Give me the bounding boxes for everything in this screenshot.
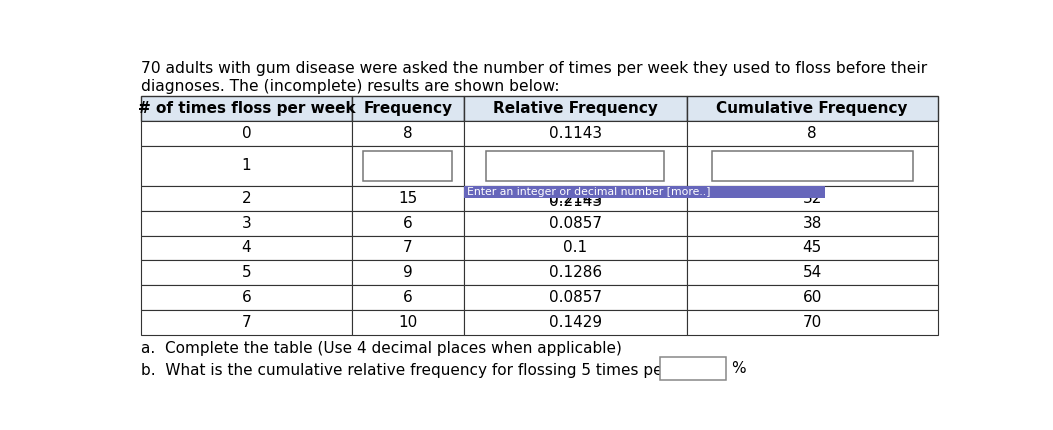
- Bar: [352, 211, 463, 236]
- Bar: [712, 151, 913, 181]
- Bar: [463, 310, 687, 335]
- Text: 0.1429: 0.1429: [549, 315, 601, 330]
- Bar: [463, 186, 687, 211]
- Bar: [463, 236, 687, 261]
- Bar: [687, 186, 937, 211]
- Bar: [352, 186, 463, 211]
- Text: 7: 7: [242, 315, 252, 330]
- Text: Relative Frequency: Relative Frequency: [493, 101, 657, 116]
- Text: 8: 8: [403, 126, 413, 141]
- Bar: [463, 261, 687, 285]
- Text: 3: 3: [241, 215, 252, 230]
- Text: 2: 2: [242, 190, 252, 206]
- Text: 32: 32: [802, 190, 821, 206]
- Text: 7: 7: [403, 240, 413, 255]
- Text: 5: 5: [242, 265, 252, 280]
- Text: 70 adults with gum disease were asked the number of times per week they used to : 70 adults with gum disease were asked th…: [141, 61, 927, 76]
- Bar: [141, 236, 352, 261]
- Bar: [352, 121, 463, 146]
- Text: 45: 45: [802, 240, 821, 255]
- Bar: [352, 285, 463, 310]
- Text: 0: 0: [242, 126, 252, 141]
- Bar: [352, 96, 463, 121]
- Text: %: %: [731, 361, 746, 375]
- Bar: [687, 96, 937, 121]
- Text: 0.1286: 0.1286: [549, 265, 601, 280]
- Text: Cumulative Frequency: Cumulative Frequency: [716, 101, 908, 116]
- Text: 0.0857: 0.0857: [549, 290, 601, 305]
- Text: 70: 70: [802, 315, 821, 330]
- Text: 9: 9: [403, 265, 413, 280]
- Bar: [687, 261, 937, 285]
- Text: 0.2143: 0.2143: [549, 190, 601, 206]
- Bar: [463, 121, 687, 146]
- Text: 10: 10: [398, 315, 417, 330]
- Bar: [363, 151, 453, 181]
- Bar: [352, 236, 463, 261]
- Text: 1: 1: [242, 158, 252, 173]
- Text: Frequency: Frequency: [363, 101, 453, 116]
- Text: 6: 6: [241, 290, 252, 305]
- Text: 0.1143: 0.1143: [549, 126, 601, 141]
- Bar: [141, 186, 352, 211]
- Bar: [463, 96, 687, 121]
- Text: 4: 4: [242, 240, 252, 255]
- Bar: [463, 285, 687, 310]
- Text: 60: 60: [802, 290, 821, 305]
- Bar: [141, 285, 352, 310]
- Text: diagnoses. The (incomplete) results are shown below:: diagnoses. The (incomplete) results are …: [141, 79, 559, 94]
- Bar: [687, 146, 937, 186]
- Bar: [660, 356, 727, 380]
- Bar: [352, 261, 463, 285]
- Bar: [463, 211, 687, 236]
- Bar: [141, 121, 352, 146]
- Text: 38: 38: [802, 215, 821, 230]
- Bar: [687, 236, 937, 261]
- Text: 0.1: 0.1: [563, 240, 588, 255]
- Bar: [352, 146, 463, 186]
- Text: 54: 54: [802, 265, 821, 280]
- Text: a.  Complete the table (Use 4 decimal places when applicable): a. Complete the table (Use 4 decimal pla…: [141, 341, 622, 356]
- Bar: [141, 211, 352, 236]
- Bar: [687, 310, 937, 335]
- Text: 0.0857: 0.0857: [549, 215, 601, 230]
- Text: 6: 6: [403, 290, 413, 305]
- Bar: [687, 285, 937, 310]
- Bar: [687, 211, 937, 236]
- Text: 0.2143: 0.2143: [549, 194, 601, 209]
- Text: 6: 6: [403, 215, 413, 230]
- Text: # of times floss per week: # of times floss per week: [138, 101, 355, 116]
- Bar: [141, 310, 352, 335]
- Bar: [687, 121, 937, 146]
- Bar: [352, 310, 463, 335]
- Bar: [141, 146, 352, 186]
- Text: 8: 8: [808, 126, 817, 141]
- Text: 15: 15: [398, 190, 417, 206]
- Bar: [463, 146, 687, 186]
- Bar: [463, 186, 824, 198]
- Bar: [141, 96, 352, 121]
- Text: Enter an integer or decimal number [more..]: Enter an integer or decimal number [more…: [468, 187, 711, 197]
- Bar: [485, 151, 664, 181]
- Bar: [141, 261, 352, 285]
- Text: b.  What is the cumulative relative frequency for flossing 5 times per week?: b. What is the cumulative relative frequ…: [141, 363, 722, 378]
